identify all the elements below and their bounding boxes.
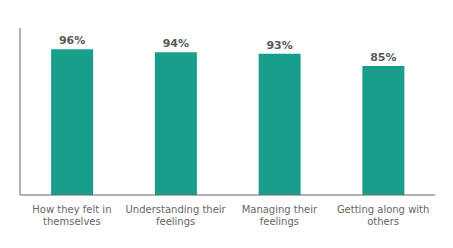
svg-text:93%: 93% (266, 39, 292, 52)
svg-text:How they felt inthemselves: How they felt inthemselves (32, 204, 111, 227)
svg-text:94%: 94% (163, 37, 189, 50)
svg-text:Managing theirfeelings: Managing theirfeelings (242, 204, 318, 227)
svg-text:85%: 85% (370, 51, 396, 64)
svg-text:Understanding theirfeelings: Understanding theirfeelings (126, 204, 227, 227)
svg-text:Getting along withothers: Getting along withothers (337, 204, 430, 227)
svg-text:96%: 96% (59, 34, 85, 47)
